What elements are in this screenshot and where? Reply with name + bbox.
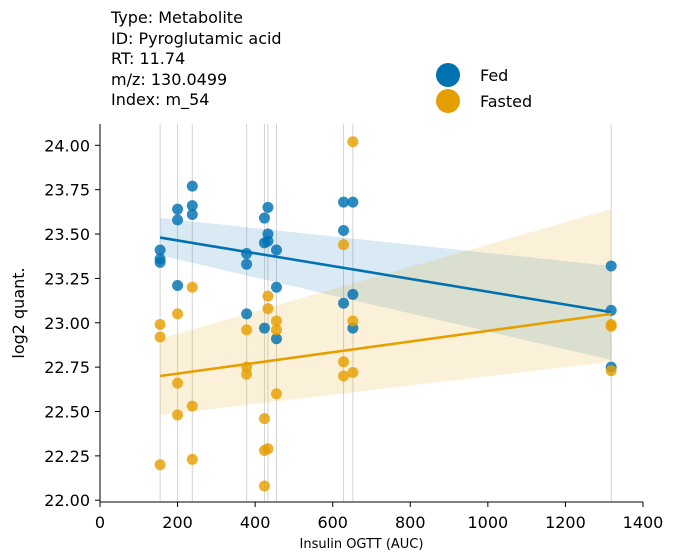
- y-tick-label-1: 22.25: [44, 447, 90, 466]
- data-point-fasted-3: [172, 308, 184, 320]
- x-tick-label-1: 200: [162, 513, 193, 532]
- legend-marker-fed: [436, 63, 460, 87]
- data-point-fasted-25: [347, 315, 359, 327]
- data-point-fasted-28: [605, 320, 617, 332]
- data-point-fasted-5: [172, 409, 184, 421]
- data-point-fasted-1: [154, 331, 166, 343]
- data-point-fed-23: [338, 297, 350, 309]
- y-tick-label-6: 23.50: [44, 225, 90, 244]
- data-point-fasted-21: [338, 239, 350, 251]
- y-tick-label-5: 23.25: [44, 269, 90, 288]
- data-point-fed-11: [241, 308, 253, 320]
- legend-label-fed: Fed: [480, 65, 509, 85]
- data-point-fed-18: [270, 244, 282, 256]
- x-tick-label-4: 800: [395, 513, 426, 532]
- legend-marker-fasted: [436, 89, 460, 113]
- data-point-fasted-12: [258, 413, 270, 425]
- info-id: ID: Pyroglutamic acid: [111, 28, 282, 48]
- data-point-fasted-4: [172, 377, 184, 389]
- data-point-fed-15: [262, 201, 274, 213]
- legend-item-fed: Fed: [436, 62, 532, 88]
- data-point-fed-19: [270, 281, 282, 293]
- data-point-fed-6: [186, 180, 198, 192]
- data-point-fasted-9: [241, 324, 253, 336]
- data-point-fed-12: [258, 212, 270, 224]
- data-point-fed-2: [154, 256, 166, 268]
- info-mz: m/z: 130.0499: [111, 69, 228, 89]
- data-point-fed-21: [338, 196, 350, 208]
- data-point-fasted-16: [262, 303, 274, 315]
- data-point-fed-7: [186, 200, 198, 212]
- data-point-fasted-6: [186, 281, 198, 293]
- data-point-fasted-29: [605, 365, 617, 377]
- data-point-fed-24: [347, 196, 359, 208]
- data-point-fasted-22: [338, 356, 350, 368]
- data-point-fasted-2: [154, 459, 166, 471]
- data-point-fasted-17: [262, 443, 274, 455]
- x-tick-label-0: 0: [95, 513, 105, 532]
- x-tick-label-7: 1400: [623, 513, 664, 532]
- data-point-fed-22: [338, 224, 350, 236]
- x-tick-label-3: 600: [317, 513, 348, 532]
- data-point-fasted-15: [262, 290, 274, 302]
- y-tick-label-4: 23.00: [44, 314, 90, 333]
- x-tick-label-6: 1200: [545, 513, 586, 532]
- info-type: Type: Metabolite: [111, 8, 243, 27]
- legend-label-fasted: Fasted: [480, 91, 533, 111]
- y-tick-label-7: 23.75: [44, 181, 90, 200]
- data-point-fasted-23: [338, 370, 350, 382]
- x-tick-label-2: 400: [240, 513, 271, 532]
- data-point-fasted-0: [154, 319, 166, 331]
- data-point-fed-25: [347, 288, 359, 300]
- data-point-fasted-8: [186, 453, 198, 465]
- data-point-fasted-11: [241, 368, 253, 380]
- metabolite-info: Type: Metabolite ID: Pyroglutamic acid R…: [111, 8, 282, 111]
- y-tick-label-3: 22.75: [44, 358, 90, 377]
- regression-line-fed: [159, 236, 612, 314]
- data-point-fed-17: [262, 235, 274, 247]
- data-point-fed-5: [172, 279, 184, 291]
- data-point-fasted-26: [347, 366, 359, 378]
- info-index: Index: m_54: [111, 90, 210, 109]
- data-point-fed-0: [154, 244, 166, 256]
- data-point-fed-20: [270, 333, 282, 345]
- legend: Fed Fasted: [436, 62, 532, 114]
- data-point-fed-27: [605, 260, 617, 272]
- data-point-fed-14: [258, 322, 270, 334]
- data-point-fasted-20: [270, 388, 282, 400]
- x-tick-label-5: 1000: [467, 513, 508, 532]
- data-point-fasted-24: [347, 136, 359, 148]
- info-rt: RT: 11.74: [111, 49, 186, 68]
- data-point-fed-8: [186, 209, 198, 221]
- x-axis-label: Insulin OGTT (AUC): [300, 537, 424, 552]
- y-tick-label-0: 22.00: [44, 491, 90, 510]
- data-point-fasted-18: [270, 315, 282, 327]
- data-point-fasted-14: [258, 480, 270, 492]
- data-point-fed-3: [172, 203, 184, 215]
- y-tick-label-2: 22.50: [44, 402, 90, 421]
- data-point-fasted-19: [270, 324, 282, 336]
- data-point-fed-10: [241, 258, 253, 270]
- regression-line-fasted: [159, 312, 612, 378]
- confidence-band-fasted: [160, 209, 612, 416]
- data-point-fed-4: [172, 214, 184, 226]
- y-axis-label: log2 quant.: [9, 267, 28, 358]
- y-tick-label-8: 24.00: [44, 136, 90, 155]
- data-point-fasted-7: [186, 400, 198, 412]
- legend-item-fasted: Fasted: [436, 88, 532, 114]
